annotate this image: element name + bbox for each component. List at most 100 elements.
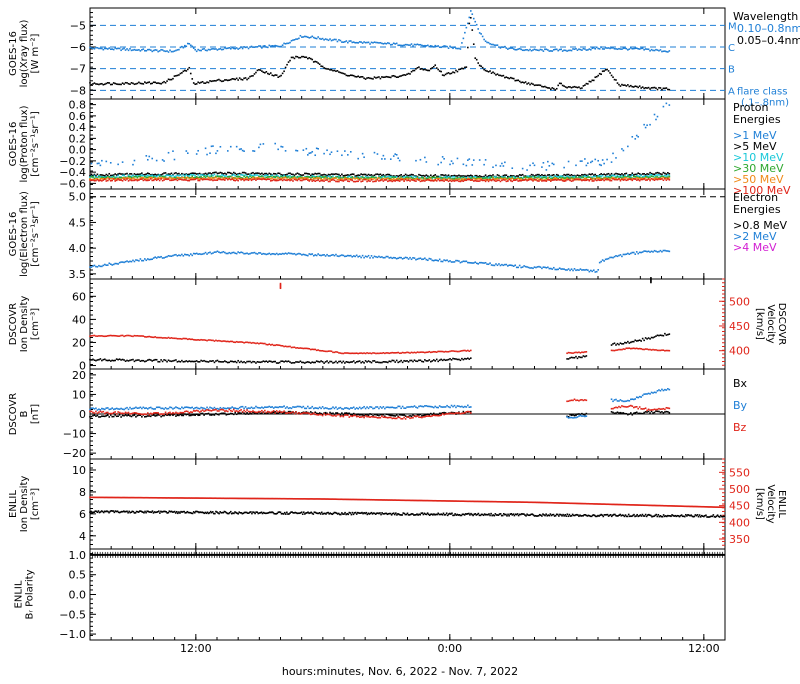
- proton-point-100MeV: [479, 180, 481, 182]
- dscovr_density-point-Density: [91, 359, 93, 361]
- xray-point-01008nm: [165, 51, 167, 53]
- dscovr_b-point-By: [271, 406, 273, 408]
- xray-point-00504nm: [190, 73, 192, 75]
- xray-point-00504nm: [151, 83, 153, 85]
- proton-point-100MeV: [666, 179, 668, 181]
- proton-point-30MeV: [276, 176, 278, 178]
- proton-point-100MeV: [636, 179, 638, 181]
- proton-point-100MeV: [254, 178, 256, 180]
- xray-point-01008nm: [317, 36, 319, 38]
- xray-point-00504nm: [347, 75, 349, 77]
- xray-point-01008nm: [209, 49, 211, 51]
- proton-point-100MeV: [131, 180, 133, 182]
- proton-point-50MeV: [494, 178, 496, 180]
- proton-point-50MeV: [307, 178, 309, 180]
- proton-point-50MeV: [374, 178, 376, 180]
- proton-point-1MeV: [110, 162, 112, 164]
- dscovr_density-point-Velocity: [669, 350, 671, 352]
- proton-point-100MeV: [362, 180, 364, 182]
- proton-point-5MeV: [203, 173, 205, 175]
- dscovr_b-point-Bx: [128, 414, 130, 416]
- dscovr_b-point-Bx: [114, 414, 116, 416]
- electron-point-2MeV: [353, 255, 355, 257]
- dscovr_density-point-Velocity: [147, 336, 149, 338]
- dscovr_b-point-By: [454, 405, 456, 407]
- proton-point-5MeV: [260, 173, 262, 175]
- xray-point-00504nm: [233, 78, 235, 80]
- proton-point-100MeV: [348, 181, 350, 183]
- dscovr_density-point-Velocity: [211, 340, 213, 342]
- proton-point-30MeV: [340, 177, 342, 179]
- proton-point-5MeV: [470, 175, 472, 177]
- xray-point-00504nm: [249, 76, 251, 78]
- xray-point-01008nm: [464, 32, 466, 34]
- dscovr_b-point-By: [138, 407, 140, 409]
- proton-point-1MeV: [426, 161, 428, 163]
- electron-point-2MeV: [242, 252, 244, 254]
- dscovr_b-point-Bx: [261, 412, 263, 414]
- xray-point-01008nm: [277, 46, 279, 48]
- proton-point-1MeV: [615, 157, 617, 159]
- dscovr_density-point-Density: [223, 361, 225, 363]
- dscovr_density-point-Density: [141, 360, 143, 362]
- xray-point-01008nm: [572, 48, 574, 50]
- proton-point-100MeV: [344, 179, 346, 181]
- proton-point-30MeV: [363, 177, 365, 179]
- proton-point-100MeV: [191, 179, 193, 181]
- xray-point-00504nm: [245, 77, 247, 79]
- xray-point-00504nm: [331, 69, 333, 71]
- xray-point-01008nm: [615, 48, 617, 50]
- proton-point-30MeV: [362, 176, 364, 178]
- electron-point-2MeV: [273, 253, 275, 255]
- proton-point-100MeV: [584, 180, 586, 182]
- xray-point-01008nm: [283, 43, 285, 45]
- dscovr_density-point-Velocity: [467, 350, 469, 352]
- proton-point-10MeV: [338, 175, 340, 177]
- dscovr_density-point-Velocity: [351, 352, 353, 354]
- xray-point-01008nm: [245, 47, 247, 49]
- dscovr_b-point-Bz: [89, 411, 91, 413]
- xray-point-01008nm: [430, 45, 432, 47]
- electron-point-2MeV: [594, 271, 596, 273]
- dscovr_b-point-By: [669, 389, 671, 391]
- proton-point-50MeV: [477, 178, 479, 180]
- xray-point-00504nm: [323, 67, 325, 69]
- proton-point-1MeV: [473, 159, 475, 161]
- dscovr_b-point-Bx: [645, 411, 647, 413]
- xray-point-01008nm: [603, 48, 605, 50]
- dscovr_density-point-Density: [245, 362, 247, 364]
- proton-point-1MeV: [242, 150, 244, 152]
- proton-point-1MeV: [602, 159, 604, 161]
- dscovr_density-point-Velocity: [642, 349, 644, 351]
- proton-point-100MeV: [504, 179, 506, 181]
- dscovr_b-point-By: [436, 407, 438, 409]
- electron-point-2MeV: [575, 269, 577, 271]
- proton-point-5MeV: [399, 175, 401, 177]
- xray-point-01008nm: [483, 39, 485, 41]
- proton-point-10MeV: [360, 176, 362, 178]
- xray-point-00504nm: [485, 70, 487, 72]
- proton-point-30MeV: [581, 176, 583, 178]
- proton-point-5MeV: [621, 173, 623, 175]
- proton-point-1MeV: [396, 154, 398, 156]
- electron-point-2MeV: [603, 260, 605, 262]
- xray-point-01008nm: [144, 50, 146, 52]
- xray-point-01008nm: [122, 48, 124, 50]
- electron-point-2MeV: [233, 252, 235, 254]
- dscovr_density-point-Density: [98, 359, 100, 361]
- proton-point-5MeV: [100, 174, 102, 176]
- proton-point-100MeV: [169, 180, 171, 182]
- dscovr_b-point-By: [237, 408, 239, 410]
- dscovr_density-point-Density: [276, 362, 278, 364]
- proton-point-1MeV: [122, 161, 124, 163]
- proton-point-1MeV: [357, 158, 359, 160]
- proton-point-5MeV: [343, 175, 345, 177]
- electron-point-2MeV: [455, 260, 457, 262]
- electron-point-2MeV: [125, 261, 127, 263]
- dscovr_density-point-Density: [631, 341, 633, 343]
- dscovr_b-point-Bx: [251, 413, 253, 415]
- dscovr_density-point-Density: [186, 360, 188, 362]
- dscovr_b-point-Bx: [208, 413, 210, 415]
- dscovr_b-point-By: [663, 390, 665, 392]
- dscovr_density-point-Velocity: [257, 342, 259, 344]
